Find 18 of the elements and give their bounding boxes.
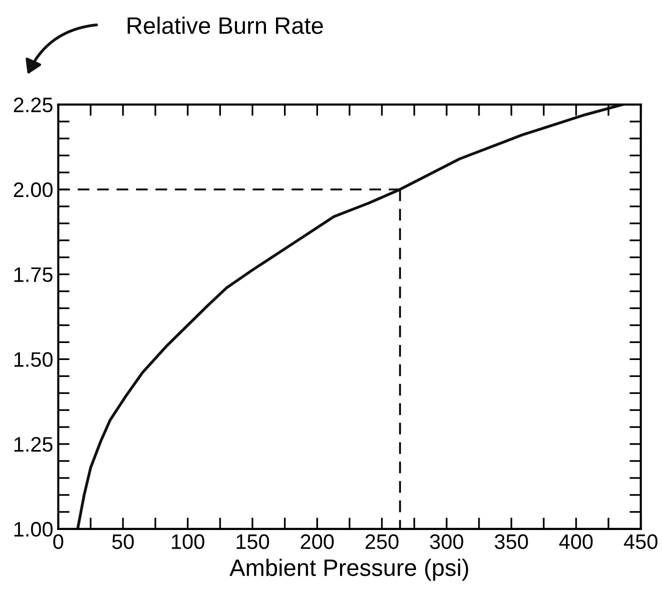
- x-tick-label: 350: [494, 534, 528, 550]
- x-tick-label: 200: [300, 534, 334, 550]
- x-tick-label: 150: [236, 534, 270, 550]
- y-tick-label: 1.25: [14, 437, 53, 452]
- y-tick-label: 2.25: [14, 98, 53, 112]
- y-tick-label: 1.00: [14, 522, 53, 537]
- x-tick-label: 100: [172, 534, 204, 550]
- x-tick-label: 300: [430, 534, 464, 550]
- chart-title: Relative Burn Rate: [128, 16, 323, 34]
- x-tick-label: 250: [366, 534, 398, 550]
- y-tick-label: 1.50: [14, 352, 53, 367]
- y-tick-label: 1.75: [14, 268, 53, 282]
- x-axis-title: Ambient Pressure (psi): [230, 558, 468, 581]
- y-tick-label: 2.00: [14, 182, 53, 198]
- x-tick-label: 50: [112, 534, 134, 550]
- x-tick-label: 0: [53, 534, 64, 550]
- x-tick-label: 450: [624, 534, 658, 550]
- x-tick-label: 400: [559, 534, 593, 550]
